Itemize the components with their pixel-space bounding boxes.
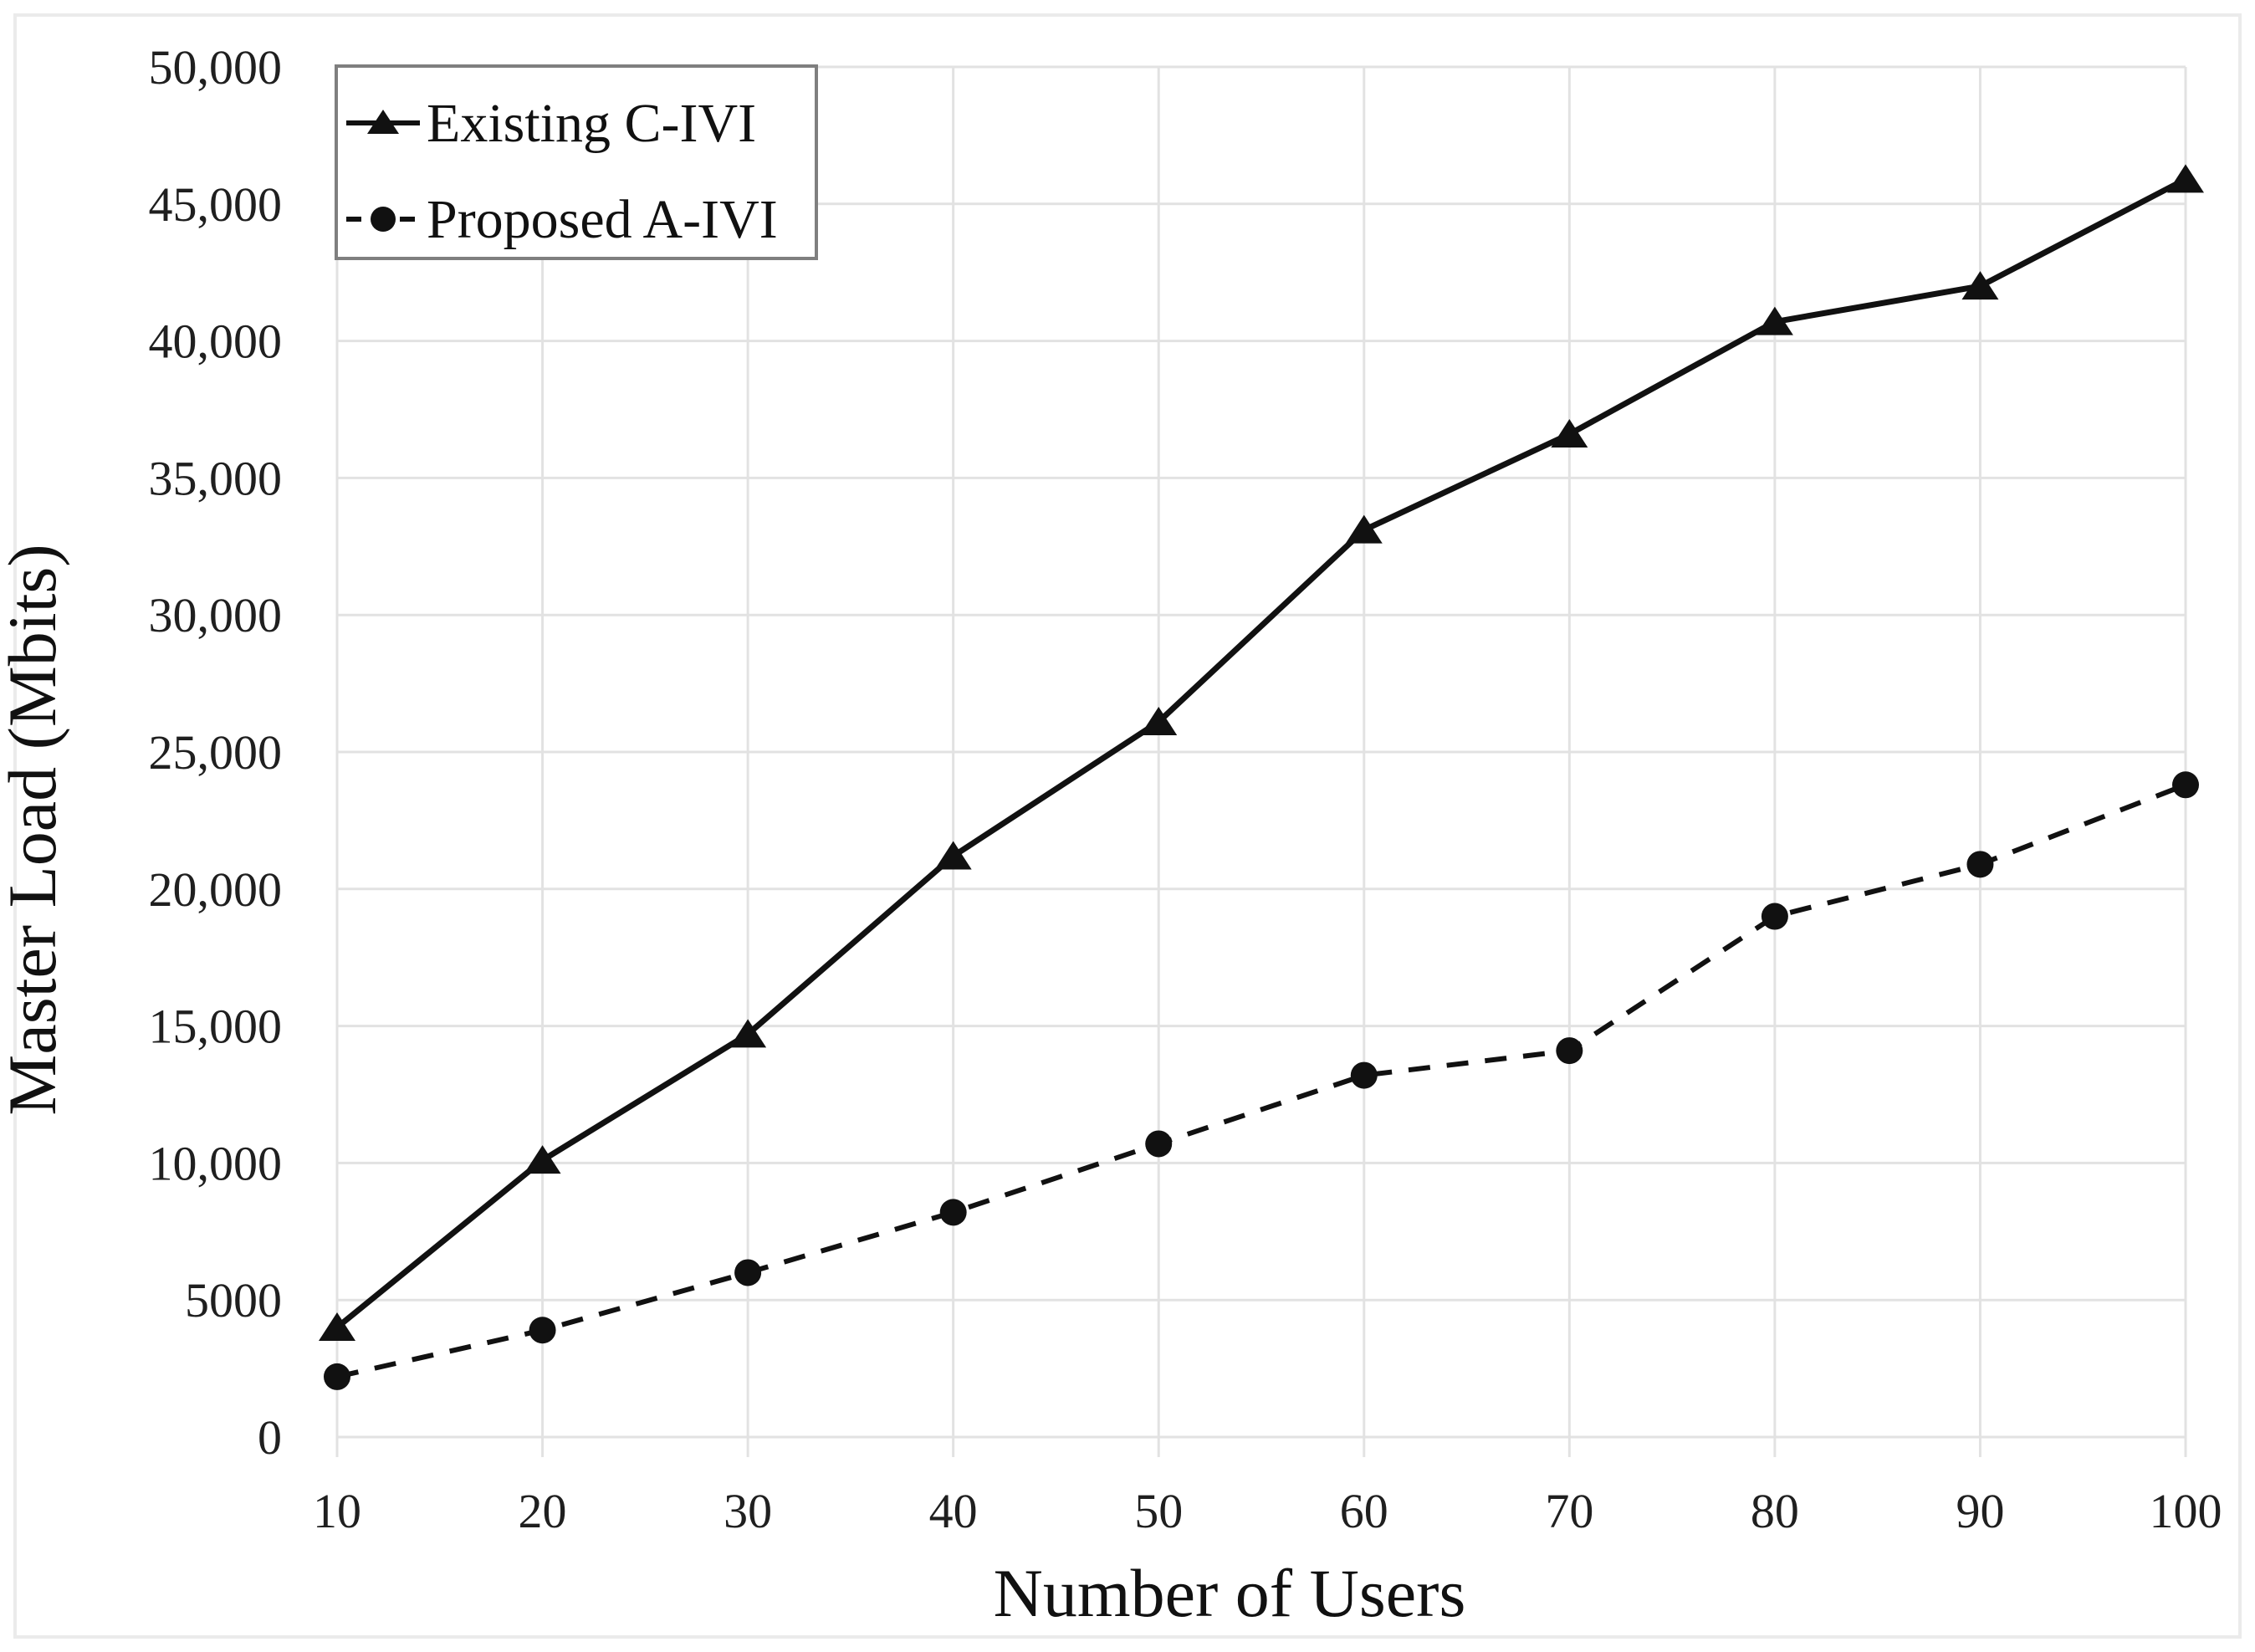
x-axis-title: Number of Users [994, 1555, 1466, 1631]
y-axis-title: Master Load (Mbits) [0, 544, 70, 1115]
gridlines [335, 65, 2187, 1457]
legend-circle-icon [371, 207, 396, 232]
marker-circle [324, 1363, 350, 1390]
y-tick-label: 15,000 [149, 1000, 283, 1054]
series-proposed-a-ivi [324, 771, 2199, 1390]
marker-circle [734, 1259, 762, 1286]
marker-circle [529, 1317, 556, 1344]
marker-triangle [319, 1312, 355, 1341]
legend-label: Existing C-IVI [427, 93, 756, 154]
legend-item: Proposed A-IVI [346, 189, 778, 250]
marker-circle [1145, 1130, 1173, 1158]
marker-circle [1350, 1061, 1378, 1089]
y-tick-label: 40,000 [149, 315, 283, 369]
x-tick-label: 70 [1545, 1484, 1593, 1538]
marker-circle [2172, 771, 2199, 799]
y-tick-label: 35,000 [149, 451, 283, 505]
marker-circle [1966, 851, 1994, 878]
series-line-proposed-a-ivi [336, 782, 2187, 1379]
x-tick-label: 90 [1956, 1484, 2004, 1538]
y-tick-label: 0 [258, 1410, 282, 1465]
y-tick-label: 45,000 [149, 177, 283, 232]
marker-triangle [524, 1145, 561, 1174]
x-axis-tick-labels: 10 20 30 40 50 60 70 80 90 100 [313, 1484, 2222, 1538]
x-tick-label: 60 [1340, 1484, 1388, 1538]
legend-item: Existing C-IVI [346, 93, 756, 154]
marker-triangle [1140, 706, 1178, 735]
series-line-existing-c-ivi [335, 176, 2187, 1330]
legend-triangle-icon [367, 110, 399, 134]
x-tick-label: 50 [1134, 1484, 1183, 1538]
marker-triangle [1345, 514, 1383, 544]
marker-triangle [1961, 271, 1999, 300]
x-tick-label: 30 [724, 1484, 772, 1538]
x-tick-label: 10 [313, 1484, 361, 1538]
legend-label: Proposed A-IVI [427, 189, 778, 250]
marker-triangle [1756, 306, 1793, 335]
x-tick-label: 100 [2150, 1484, 2222, 1538]
y-tick-label: 5000 [185, 1273, 282, 1327]
x-tick-label: 40 [929, 1484, 978, 1538]
x-tick-label: 80 [1751, 1484, 1799, 1538]
figure-border [13, 13, 2242, 1639]
series-existing-c-ivi [319, 164, 2204, 1341]
y-axis-tick-labels: 0 5000 10,000 15,000 20,000 25,000 30,000 35,00… [149, 40, 283, 1465]
y-tick-label: 20,000 [149, 862, 283, 917]
marker-triangle [934, 841, 972, 870]
y-tick-label: 25,000 [149, 725, 283, 780]
marker-triangle [2167, 164, 2204, 193]
legend: Existing C-IVI Proposed A-IVI [335, 64, 818, 260]
marker-circle [1556, 1037, 1583, 1065]
marker-circle [939, 1199, 967, 1226]
marker-triangle [1551, 418, 1588, 448]
y-tick-label: 30,000 [149, 588, 283, 642]
marker-triangle [729, 1019, 767, 1048]
marker-circle [1761, 903, 1788, 930]
y-tick-label: 50,000 [149, 40, 283, 95]
legend-box [335, 64, 818, 260]
series-layer [319, 164, 2204, 1390]
y-tick-label: 10,000 [149, 1136, 283, 1190]
x-tick-label: 20 [519, 1484, 567, 1538]
